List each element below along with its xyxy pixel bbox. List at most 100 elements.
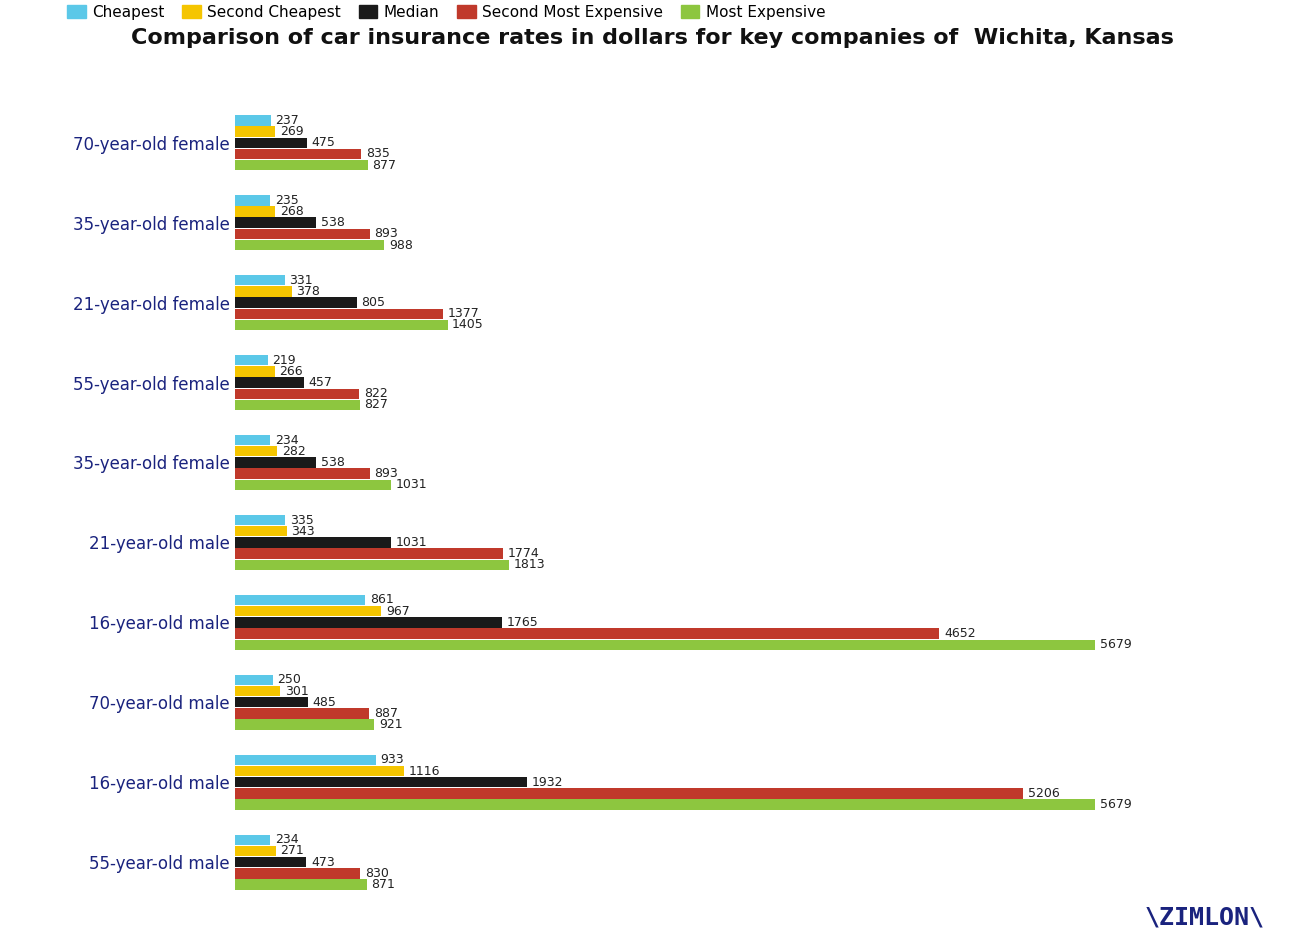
Bar <box>235 298 357 308</box>
Bar <box>235 447 278 457</box>
Text: 271: 271 <box>280 845 304 857</box>
Text: 893: 893 <box>374 467 398 481</box>
Legend: Cheapest, Second Cheapest, Median, Second Most Expensive, Most Expensive: Cheapest, Second Cheapest, Median, Secon… <box>68 5 825 20</box>
Text: 1765: 1765 <box>507 616 539 629</box>
Text: 269: 269 <box>280 125 304 138</box>
Bar <box>235 697 308 707</box>
Bar <box>235 617 502 628</box>
Text: 893: 893 <box>374 228 398 241</box>
Bar <box>235 640 1095 650</box>
Text: 343: 343 <box>291 524 314 538</box>
Text: 282: 282 <box>282 445 305 458</box>
Text: 268: 268 <box>280 205 304 218</box>
Bar <box>235 606 381 616</box>
Text: 475: 475 <box>312 137 335 149</box>
Bar <box>235 468 370 479</box>
Text: 1405: 1405 <box>452 319 484 332</box>
Bar <box>235 217 317 228</box>
Bar <box>235 526 287 537</box>
Bar <box>235 788 1024 798</box>
Text: 988: 988 <box>389 239 413 251</box>
Bar <box>235 857 306 867</box>
Text: 234: 234 <box>275 433 299 447</box>
Text: 378: 378 <box>296 285 321 298</box>
Bar <box>235 435 270 446</box>
Text: 237: 237 <box>275 114 299 127</box>
Text: 1774: 1774 <box>509 547 540 560</box>
Text: 1031: 1031 <box>395 479 428 491</box>
Text: 538: 538 <box>321 456 344 469</box>
Text: 967: 967 <box>386 605 409 618</box>
Bar <box>235 515 286 525</box>
Text: 331: 331 <box>289 274 313 286</box>
Text: 830: 830 <box>365 866 389 880</box>
Bar <box>235 207 275 217</box>
Bar <box>235 355 267 365</box>
Text: 5679: 5679 <box>1099 638 1132 651</box>
Text: 1116: 1116 <box>408 764 439 777</box>
Text: 805: 805 <box>361 296 385 309</box>
Bar <box>235 240 385 250</box>
Bar <box>235 559 510 570</box>
Bar <box>235 389 359 399</box>
Bar <box>235 675 273 685</box>
Text: 5206: 5206 <box>1028 787 1060 800</box>
Text: 827: 827 <box>365 398 389 411</box>
Bar <box>235 708 369 719</box>
Bar <box>235 319 447 330</box>
Text: 835: 835 <box>365 148 390 160</box>
Bar <box>235 834 270 845</box>
Text: 457: 457 <box>309 376 333 389</box>
Text: 1377: 1377 <box>447 307 480 320</box>
Text: 335: 335 <box>289 514 314 526</box>
Bar <box>235 629 939 639</box>
Bar <box>235 286 292 297</box>
Text: 933: 933 <box>381 754 404 766</box>
Text: 887: 887 <box>374 707 398 720</box>
Bar <box>235 366 275 376</box>
Bar <box>235 400 360 410</box>
Text: 871: 871 <box>372 878 395 891</box>
Bar <box>235 880 366 889</box>
Bar <box>235 149 361 159</box>
Text: 538: 538 <box>321 216 344 229</box>
Bar <box>235 594 365 605</box>
Bar <box>235 309 443 319</box>
Text: \ZIMLON\: \ZIMLON\ <box>1145 905 1265 929</box>
Bar <box>235 160 368 171</box>
Bar <box>235 868 360 879</box>
Bar <box>235 377 304 388</box>
Text: 921: 921 <box>378 719 403 731</box>
Bar <box>235 799 1095 810</box>
Text: 877: 877 <box>372 158 396 172</box>
Bar <box>235 686 280 696</box>
Text: 485: 485 <box>313 696 336 709</box>
Text: 473: 473 <box>310 856 335 868</box>
Text: 250: 250 <box>278 673 301 686</box>
Text: 266: 266 <box>279 365 304 378</box>
Bar <box>235 126 275 137</box>
Bar <box>235 480 391 490</box>
Bar <box>235 115 271 125</box>
Text: 5679: 5679 <box>1099 798 1132 811</box>
Bar <box>235 548 503 558</box>
Bar <box>235 195 270 206</box>
Text: 861: 861 <box>370 593 394 607</box>
Text: 1813: 1813 <box>514 558 545 572</box>
Bar <box>235 228 370 239</box>
Bar <box>235 755 376 765</box>
Bar <box>235 766 404 776</box>
Text: 234: 234 <box>275 833 299 847</box>
Text: 822: 822 <box>364 387 387 400</box>
Text: 1031: 1031 <box>395 536 428 549</box>
Bar <box>235 137 306 148</box>
Bar <box>235 777 527 788</box>
Bar <box>235 538 391 548</box>
Text: Comparison of car insurance rates in dollars for key companies of  Wichita, Kans: Comparison of car insurance rates in dol… <box>130 28 1174 48</box>
Bar <box>235 457 317 467</box>
Text: 4652: 4652 <box>944 627 975 640</box>
Bar <box>235 846 275 856</box>
Text: 219: 219 <box>273 354 296 367</box>
Text: 301: 301 <box>284 684 309 698</box>
Text: 235: 235 <box>275 193 299 207</box>
